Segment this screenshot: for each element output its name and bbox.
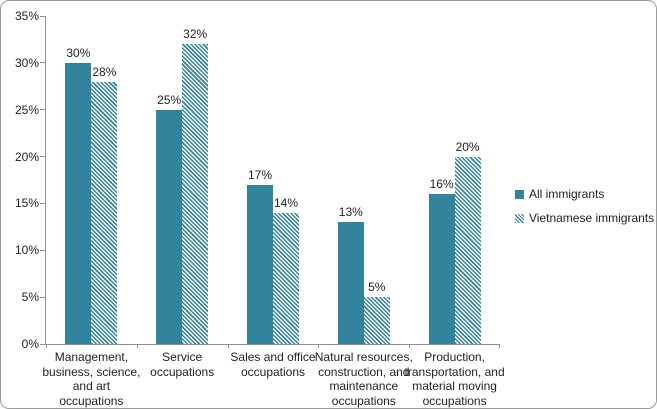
y-axis-label: 30% — [14, 55, 39, 70]
bar-solid-1 — [156, 110, 183, 344]
bar-hatch-4 — [454, 157, 481, 344]
x-axis-tick — [499, 344, 500, 348]
category-label: Management, business, science, and art o… — [42, 350, 141, 408]
legend-item-vietnamese-immigrants: Vietnamese immigrants — [515, 211, 654, 225]
x-axis-tick — [46, 344, 47, 348]
y-axis-tick — [40, 15, 45, 17]
legend-label: Vietnamese immigrants — [529, 211, 655, 225]
bar-solid-0 — [65, 63, 92, 344]
y-axis-tick — [40, 249, 45, 251]
bar-value-label: 16% — [429, 177, 454, 191]
category-label: Production, transportation, and material… — [404, 350, 505, 408]
category-label: Sales and office occupations — [230, 350, 316, 379]
y-axis-tick — [40, 109, 45, 111]
bar-solid-4 — [428, 194, 455, 344]
y-axis-tick — [40, 202, 45, 204]
y-axis-label: 25% — [14, 102, 39, 117]
bar-value-label: 14% — [273, 196, 299, 210]
y-axis-label: 15% — [14, 196, 39, 211]
y-axis-label: 5% — [21, 290, 39, 305]
y-axis-label: 0% — [21, 337, 39, 351]
bar-value-label: 25% — [157, 93, 182, 107]
y-axis-tick — [40, 296, 45, 298]
bar-value-label: 13% — [338, 205, 363, 219]
bar-hatch-1 — [182, 44, 209, 344]
y-axis-tick — [40, 343, 45, 345]
solid-swatch-icon — [515, 189, 524, 199]
x-axis-tick — [136, 344, 138, 348]
bar-value-label: 17% — [247, 168, 273, 182]
bar-hatch-0 — [91, 82, 118, 344]
bar-hatch-3 — [363, 297, 390, 344]
x-axis-tick — [409, 344, 411, 348]
x-axis-tick — [227, 344, 229, 348]
bar-hatch-2 — [273, 213, 299, 344]
y-axis-tick — [40, 156, 45, 158]
y-axis-tick — [40, 62, 45, 64]
legend: All immigrants Vietnamese immigrants — [515, 187, 654, 235]
hatch-swatch-icon — [515, 213, 524, 223]
category-label: Service occupations — [150, 350, 215, 379]
bar-value-label: 20% — [455, 140, 480, 154]
bar-value-label: 32% — [183, 27, 208, 41]
bar-value-label: 5% — [368, 280, 386, 294]
y-axis-label: 20% — [14, 149, 39, 164]
bar-value-label: 28% — [92, 65, 117, 79]
plot-area: 30% 28% Management, business, science, and… — [40, 15, 505, 408]
legend-label: All immigrants — [529, 187, 605, 201]
y-axis-label: 35% — [14, 9, 39, 23]
bar-value-label: 30% — [66, 46, 91, 60]
legend-item-all-immigrants: All immigrants — [515, 187, 654, 201]
y-axis-label: 10% — [14, 243, 39, 258]
bar-solid-2 — [247, 185, 273, 344]
x-axis-tick — [318, 344, 320, 348]
bar-solid-3 — [337, 222, 364, 344]
category-label: Natural resources, construction, and mai… — [314, 350, 413, 408]
